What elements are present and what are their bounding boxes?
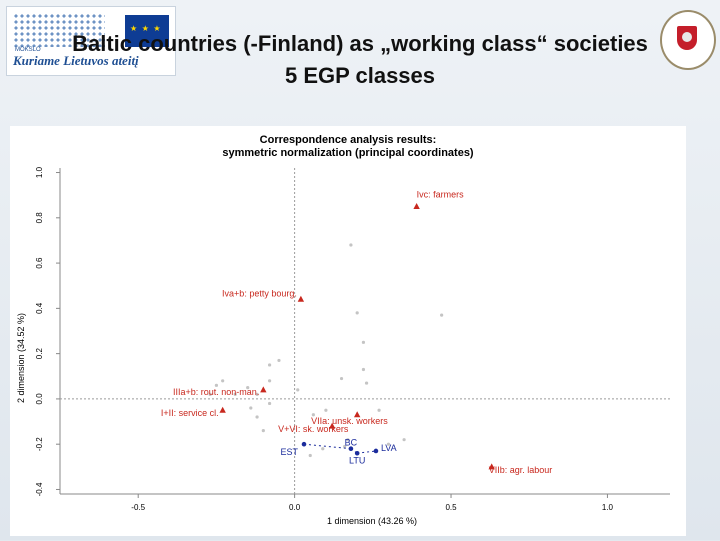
slide-subtitle: 5 EGP classes xyxy=(284,63,436,88)
faint-point xyxy=(255,392,259,396)
y-axis-ticks: -0.4 -0.2 0.0 0.2 0.4 0.6 0.8 1.0 xyxy=(35,166,60,496)
x-axis-ticks: -0.5 0.0 0.5 1.0 xyxy=(131,494,614,512)
class-point xyxy=(488,463,495,470)
class-point xyxy=(219,406,226,413)
country-label: EST xyxy=(280,447,298,457)
faint-point xyxy=(339,376,344,381)
faint-point xyxy=(377,408,381,412)
class-label: Iva+b: petty bourg. xyxy=(222,288,297,298)
class-label: Ivc: farmers xyxy=(417,189,465,199)
class-point xyxy=(413,202,420,209)
faint-point xyxy=(440,313,444,317)
slide-title: Baltic countries (-Finland) as „working … xyxy=(72,31,648,56)
faint-point xyxy=(267,401,272,406)
class-point xyxy=(260,386,267,393)
y-tick-label: 0.4 xyxy=(35,302,44,314)
class-label: V+VI: sk. workers xyxy=(278,424,349,434)
x-tick-label: 1.0 xyxy=(602,503,614,512)
project-logo: MOKSLO Kuriame Lietuvos ateitį xyxy=(6,6,176,76)
chart-panel: Correspondence analysis results: symmetr… xyxy=(10,126,686,536)
y-tick-label: 0.0 xyxy=(35,393,44,405)
country-label: LTU xyxy=(349,455,365,465)
faint-point xyxy=(246,385,250,390)
faint-point xyxy=(255,415,259,419)
x-tick-label: 0.5 xyxy=(445,503,457,512)
x-axis-title: 1 dimension (43.26 %) xyxy=(327,516,417,526)
faint-point xyxy=(221,379,225,383)
y-tick-label: -0.2 xyxy=(35,437,44,451)
university-seal-icon xyxy=(660,10,716,70)
class-label: IIIa+b: rout. non-man. xyxy=(173,387,259,397)
faint-point xyxy=(386,442,391,446)
x-tick-label: 0.0 xyxy=(289,503,301,512)
y-axis-title: 2 dimension (34.52 %) xyxy=(16,313,26,403)
y-tick-label: 0.2 xyxy=(35,348,44,360)
country-label: BC xyxy=(345,438,358,448)
faint-point xyxy=(349,243,353,247)
faint-point xyxy=(364,381,369,385)
chart-subtitle: symmetric normalization (principal coord… xyxy=(222,147,474,159)
class-label: I+II: service cl. xyxy=(161,408,219,418)
faint-point xyxy=(208,392,212,396)
chart-title: Correspondence analysis results: xyxy=(260,134,437,146)
faint-point xyxy=(324,408,328,412)
faint-point xyxy=(343,444,347,449)
class-points: Ivc: farmers Iva+b: petty bourg. IIIa+b: r… xyxy=(161,189,552,474)
coat-of-arms-icon xyxy=(677,26,697,50)
logo-slogan: Kuriame Lietuvos ateitį xyxy=(13,53,139,68)
faint-point xyxy=(355,311,359,315)
class-label: VIIb: agr. labour xyxy=(489,465,553,475)
faint-point xyxy=(308,453,312,458)
faint-point xyxy=(249,406,253,410)
country-point xyxy=(348,446,354,452)
country-point xyxy=(301,441,307,447)
faint-point xyxy=(321,447,325,451)
x-tick-label: -0.5 xyxy=(131,503,145,512)
faint-point xyxy=(402,438,406,442)
faint-point xyxy=(214,383,219,387)
y-tick-label: 0.8 xyxy=(35,212,44,224)
class-point xyxy=(328,422,336,429)
faint-point xyxy=(361,367,366,372)
lithuania-map-icon xyxy=(13,13,105,47)
faint-point xyxy=(233,392,237,396)
faint-point xyxy=(267,379,272,383)
reference-lines xyxy=(60,168,670,494)
y-tick-label: -0.4 xyxy=(35,482,44,496)
faint-point xyxy=(296,388,300,392)
faint-point xyxy=(267,363,272,367)
class-point xyxy=(297,295,305,302)
class-point xyxy=(353,411,361,418)
country-point xyxy=(373,448,379,454)
faint-point xyxy=(261,429,265,433)
faint-point xyxy=(361,340,366,344)
faint-point xyxy=(277,358,281,363)
faint-point xyxy=(311,413,315,417)
country-point xyxy=(354,450,360,456)
eu-flag-icon xyxy=(125,15,169,47)
country-label: LVA xyxy=(381,443,397,453)
logo-small-text: MOKSLO xyxy=(15,47,41,53)
y-tick-label: 1.0 xyxy=(35,166,44,178)
faint-point xyxy=(346,438,350,442)
ca-scatter-plot: Correspondence analysis results: symmetr… xyxy=(16,134,670,526)
country-connector xyxy=(357,450,377,454)
faint-points xyxy=(208,243,444,458)
y-tick-label: 0.6 xyxy=(35,257,44,269)
country-points: EST BC LTU LVA xyxy=(280,438,396,466)
class-label: VIIa: unsk. workers xyxy=(311,416,388,426)
